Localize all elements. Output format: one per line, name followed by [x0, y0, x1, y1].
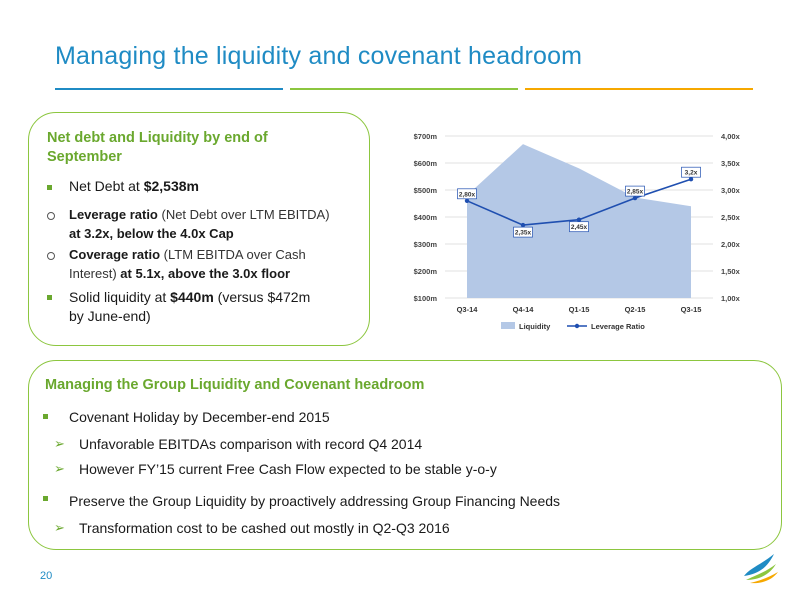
leverage-value: 3.2x,	[84, 226, 114, 241]
leverage-point	[688, 177, 694, 182]
net-debt-panel-title: Net debt and Liquidity by end of Septemb…	[47, 130, 268, 165]
coverage-rest: , above the 3.0x floor	[160, 266, 291, 281]
legend-marker-leverage	[574, 323, 580, 329]
leverage-data-label: 2,45x	[571, 224, 588, 231]
y-right-tick-label: 2,00x	[721, 240, 741, 249]
sub-item: Transformation cost to be cashed out mos…	[79, 520, 450, 536]
legend-label-liquidity: Liquidity	[519, 322, 551, 331]
net-debt-item: Net Debt at $2,538m	[69, 177, 199, 196]
page-title: Managing the liquidity and covenant head…	[55, 42, 583, 70]
leverage-data-label-box	[681, 166, 701, 178]
company-logo-icon	[744, 554, 778, 584]
liquidity-line2: by June-end)	[69, 308, 151, 324]
leverage-point	[632, 195, 638, 201]
y-right-tick-label: 1,50x	[721, 267, 741, 276]
bullet-circle	[47, 252, 55, 260]
page-number: 20	[40, 570, 53, 582]
y-right-tick-label: 4,00x	[721, 132, 741, 141]
leverage-point	[576, 217, 582, 222]
y-left-tick-label: $100m	[414, 294, 438, 303]
title-rule-orange	[525, 88, 753, 90]
leverage-data-label: 3,2x	[685, 170, 698, 177]
bullet-square	[43, 414, 48, 419]
y-left-tick-label: $700m	[414, 132, 438, 141]
liquidity-value: $440m	[170, 289, 214, 305]
y-right-tick-label: 1,00x	[721, 294, 741, 303]
x-tick-label: Q2-15	[625, 305, 646, 314]
title-rule-green	[290, 88, 518, 90]
liquidity-label: Solid liquidity at	[69, 289, 171, 305]
leverage-rest: below the 4.0x Cap	[113, 226, 234, 241]
arrow-bullet-icon: ➢	[54, 436, 65, 451]
bullet-square	[43, 496, 48, 501]
arrow-bullet-icon: ➢	[54, 461, 65, 476]
y-right-tick-label: 3,00x	[721, 186, 741, 195]
y-left-tick-label: $500m	[414, 186, 438, 195]
leverage-point	[464, 198, 470, 203]
covenant-holiday-item: Covenant Holiday by December-end 2015	[69, 409, 330, 425]
group-liquidity-panel-title: Managing the Group Liquidity and Covenan…	[45, 377, 425, 393]
bullet-square	[47, 295, 52, 300]
coverage-value: 5.1x	[135, 266, 161, 281]
leverage-label: Leverage ratio	[69, 207, 158, 222]
preserve-liquidity-item: Preserve the Group Liquidity by proactiv…	[69, 493, 561, 509]
legend-label-leverage: Leverage Ratio	[591, 322, 645, 331]
x-tick-label: Q4-14	[513, 305, 535, 314]
coverage-at: at	[116, 266, 136, 281]
y-left-tick-label: $200m	[414, 267, 438, 276]
net-debt-panel: Net debt and Liquidity by end of Septemb…	[28, 112, 370, 346]
leverage-data-label: 2,35x	[515, 230, 532, 237]
y-left-tick-label: $300m	[414, 240, 438, 249]
coverage-desc-2: Interest)	[69, 266, 117, 281]
sub-item: However FY’15 current Free Cash Flow exp…	[79, 461, 497, 477]
net-debt-label: Net Debt at	[69, 178, 144, 194]
leverage-item: Leverage ratio (Net Debt over LTM EBITDA…	[69, 205, 359, 243]
leverage-data-label: 2,80x	[459, 191, 476, 198]
coverage-desc: (LTM EBITDA over Cash	[160, 247, 306, 262]
liquidity-rest: (versus $472m	[213, 289, 311, 305]
net-debt-value: $2,538m	[143, 178, 199, 194]
x-tick-label: Q3-15	[681, 305, 702, 314]
x-tick-label: Q1-15	[569, 305, 590, 314]
leverage-data-label-box	[625, 185, 645, 197]
group-liquidity-panel: Managing the Group Liquidity and Covenan…	[28, 360, 782, 550]
leverage-data-label-box	[457, 188, 477, 200]
leverage-at: at	[69, 226, 85, 241]
x-tick-label: Q3-14	[457, 305, 479, 314]
bullet-square	[47, 185, 52, 190]
leverage-data-label-box	[569, 221, 589, 233]
y-right-tick-label: 3,50x	[721, 159, 741, 168]
arrow-bullet-icon: ➢	[54, 520, 65, 535]
legend-swatch-liquidity	[501, 322, 515, 329]
y-right-tick-label: 2,50x	[721, 213, 741, 222]
y-left-tick-label: $400m	[414, 213, 438, 222]
title-rule-blue	[55, 88, 283, 90]
leverage-point	[520, 222, 526, 228]
coverage-label: Coverage ratio	[69, 247, 161, 262]
leverage-data-label-box	[513, 226, 533, 238]
liquidity-item: Solid liquidity at $440m (versus $472m b…	[69, 288, 359, 326]
leverage-data-label: 2,85x	[627, 189, 644, 196]
bullet-circle	[47, 212, 55, 220]
coverage-item: Coverage ratio (LTM EBITDA over Cash Int…	[69, 245, 359, 283]
y-left-tick-label: $600m	[414, 159, 438, 168]
sub-item: Unfavorable EBITDAs comparison with reco…	[79, 436, 423, 452]
liquidity-leverage-chart: 2,80x 2,35x 2,45x 2,85x 3,2x $700m 4,00x $600m…	[414, 132, 741, 331]
leverage-desc: (Net Debt over LTM EBITDA)	[157, 207, 330, 222]
